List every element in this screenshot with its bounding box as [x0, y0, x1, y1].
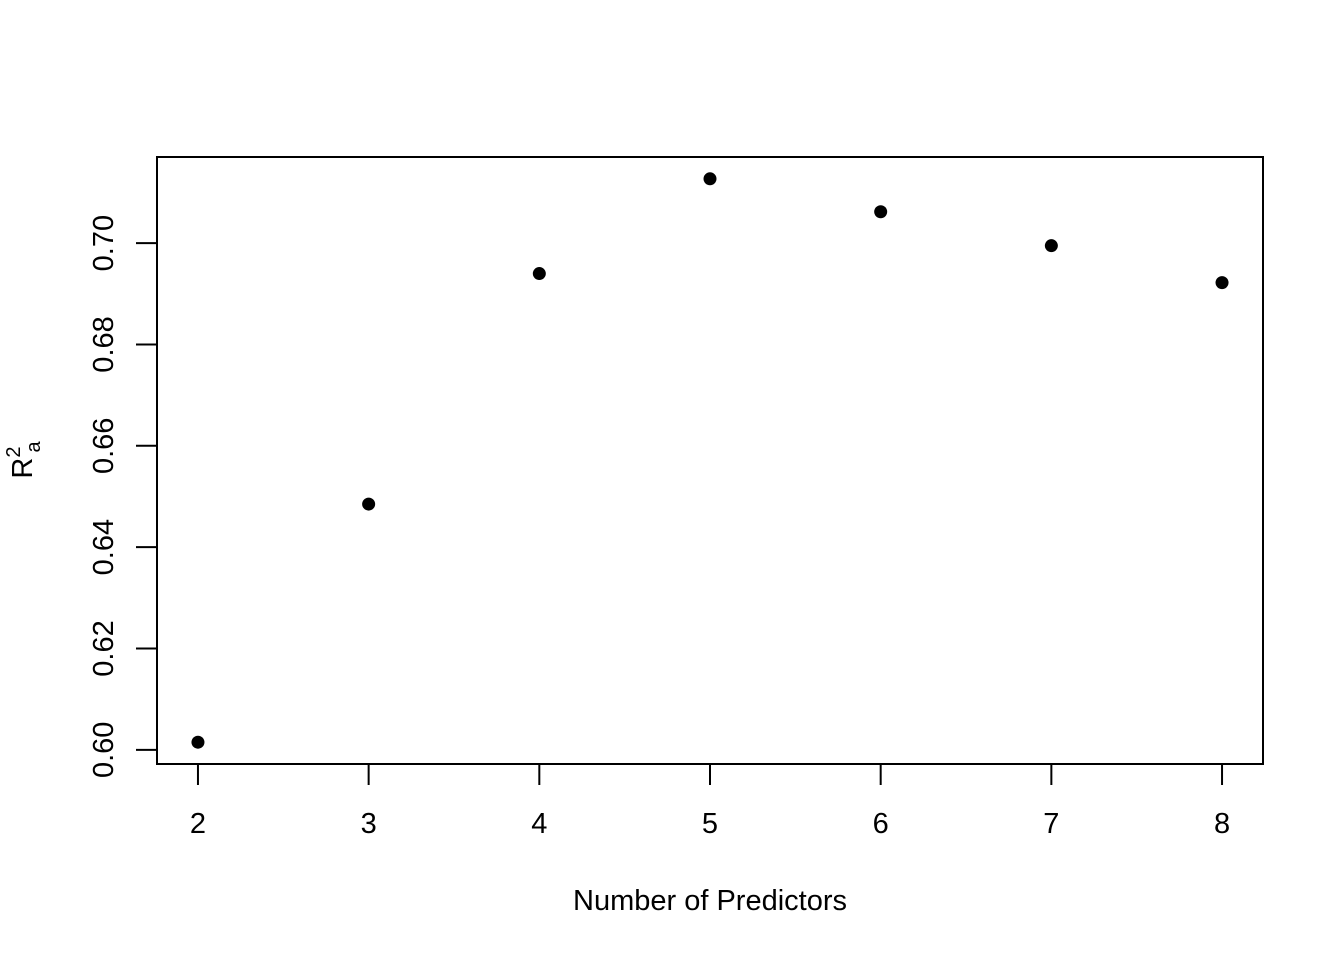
y-tick-label: 0.62 — [88, 620, 120, 676]
y-axis-title: R2a — [3, 441, 45, 479]
y-axis-title-subscript: a — [23, 441, 45, 453]
plot-frame — [156, 156, 1264, 765]
data-points — [191, 172, 1229, 749]
data-point — [362, 497, 376, 511]
x-tick-label: 2 — [190, 808, 206, 840]
x-tick-label: 8 — [1214, 808, 1230, 840]
x-tick-label: 3 — [361, 808, 377, 840]
y-axis-title-superscript: 2 — [3, 447, 25, 458]
x-tick-label: 4 — [531, 808, 547, 840]
y-tick-label: 0.68 — [88, 316, 120, 372]
x-tick-label: 5 — [702, 808, 718, 840]
data-point — [191, 735, 205, 749]
y-tick-label: 0.64 — [88, 519, 120, 575]
y-axis: 0.60 0.62 0.64 0.66 0.68 0.70 — [88, 215, 158, 778]
svg-text:R2a: R2a — [3, 441, 45, 479]
x-axis-title: Number of Predictors — [573, 885, 847, 917]
y-tick-label: 0.60 — [88, 722, 120, 778]
data-point — [1044, 239, 1058, 253]
y-axis-title-base: R — [7, 458, 39, 479]
x-tick-label: 7 — [1043, 808, 1059, 840]
y-tick-label: 0.70 — [88, 215, 120, 271]
y-tick-label: 0.66 — [88, 418, 120, 474]
data-point — [703, 172, 717, 186]
data-point — [874, 205, 888, 219]
data-point — [532, 267, 546, 281]
data-point — [1215, 276, 1229, 290]
x-tick-label: 6 — [873, 808, 889, 840]
x-axis: 2 3 4 5 6 7 8 — [190, 763, 1230, 840]
